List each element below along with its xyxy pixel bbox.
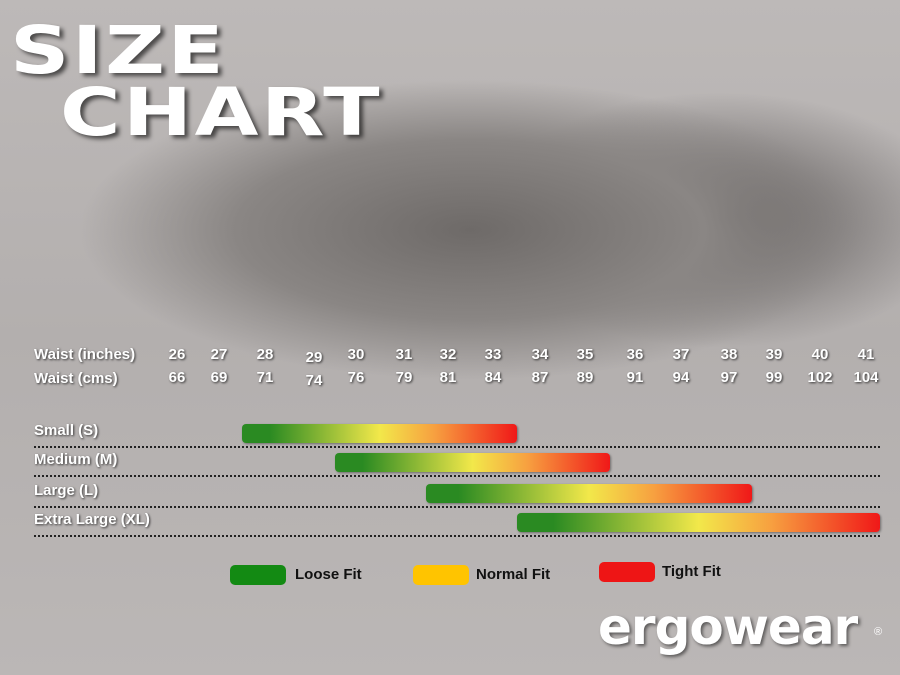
waist-cm-tick: 104 [853, 369, 879, 386]
title-chart: CHART [60, 74, 383, 151]
title-size: SIZE [10, 12, 227, 89]
legend-swatch [599, 562, 655, 582]
ergowear-logo: ergowear [598, 598, 858, 656]
waist-inch-tick: 28 [256, 346, 274, 363]
waist-cm-tick: 81 [439, 369, 457, 386]
size-range-bar [242, 424, 517, 443]
waist-cm-tick: 69 [210, 369, 228, 386]
waist-cm-tick: 94 [672, 369, 690, 386]
waist-inch-tick: 35 [576, 346, 594, 363]
waist-inch-tick: 33 [484, 346, 502, 363]
size-label: Large (L) [34, 482, 99, 499]
waist-inch-tick: 30 [347, 346, 365, 363]
waist-inch-tick: 37 [672, 346, 690, 363]
waist-inches-label: Waist (inches) [34, 346, 136, 363]
legend-label: Loose Fit [295, 566, 362, 583]
row-divider [34, 475, 880, 477]
legend-swatch [413, 565, 469, 585]
waist-inch-tick: 26 [168, 346, 186, 363]
waist-inch-tick: 41 [857, 346, 875, 363]
row-divider [34, 535, 880, 537]
waist-cm-tick: 71 [256, 369, 274, 386]
waist-cm-tick: 89 [576, 369, 594, 386]
waist-cm-tick: 87 [531, 369, 549, 386]
waist-cm-tick: 97 [720, 369, 738, 386]
waist-inch-tick: 38 [720, 346, 738, 363]
waist-cm-tick: 84 [484, 369, 502, 386]
size-label: Small (S) [34, 422, 99, 439]
waist-cm-tick: 91 [626, 369, 644, 386]
waist-inch-tick: 39 [765, 346, 783, 363]
legend-label: Tight Fit [662, 563, 721, 580]
waist-inch-tick: 36 [626, 346, 644, 363]
waist-inch-tick: 40 [811, 346, 829, 363]
legend-label: Normal Fit [476, 566, 551, 583]
size-label: Extra Large (XL) [34, 511, 150, 528]
size-range-bar [426, 484, 752, 503]
waist-inch-tick: 32 [439, 346, 457, 363]
waist-inch-tick: 34 [531, 346, 549, 363]
waist-cm-tick: 74 [305, 372, 323, 389]
size-range-bar [516, 513, 880, 532]
waist-cm-tick: 76 [347, 369, 365, 386]
row-divider [34, 506, 880, 508]
waist-cm-tick: 79 [395, 369, 413, 386]
waist-cm-tick: 99 [765, 369, 783, 386]
waist-inch-tick: 31 [395, 346, 413, 363]
waist-inch-tick: 29 [305, 349, 323, 366]
legend-swatch [230, 565, 286, 585]
waist-cm-tick: 102 [807, 369, 833, 386]
row-divider [34, 446, 880, 448]
registered-mark: ® [874, 626, 883, 638]
waist-cms-label: Waist (cms) [34, 370, 118, 387]
size-range-bar [335, 453, 610, 472]
waist-cm-tick: 66 [168, 369, 186, 386]
waist-inch-tick: 27 [210, 346, 228, 363]
size-label: Medium (M) [34, 451, 118, 468]
